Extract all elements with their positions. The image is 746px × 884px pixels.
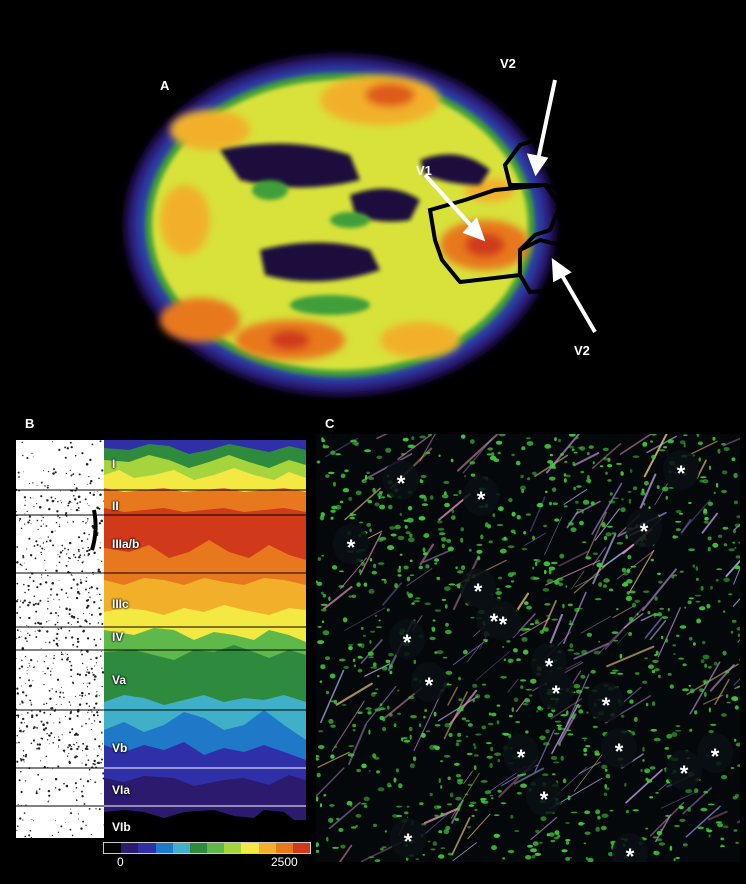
nissl-stained-cortex-image — [16, 440, 104, 838]
cell-asterisk: * — [346, 535, 356, 560]
cell-asterisk: * — [424, 673, 434, 698]
layer-label-VIa: VIa — [112, 783, 131, 797]
cell-asterisk: * — [473, 579, 483, 604]
cell-asterisk: * — [516, 745, 526, 770]
cell-asterisk: * — [625, 844, 635, 869]
colorbar-swatch — [207, 843, 225, 853]
layer-label-II: II — [112, 499, 119, 513]
layer-label-VIb: VIb — [112, 820, 131, 834]
panel-a-letter: A — [160, 78, 170, 93]
colorbar-swatch — [138, 843, 156, 853]
layer-label-I: I — [112, 457, 116, 471]
panel-c-letter: C — [325, 416, 335, 431]
cell-asterisk: * — [601, 693, 611, 718]
layer-label-IV: IV — [112, 630, 124, 644]
cell-asterisk: * — [614, 739, 624, 764]
panel-b-letter: B — [25, 416, 35, 431]
arrow-label-v2-bottom: V2 — [574, 343, 590, 358]
colorbar-max-label: 2500 — [271, 855, 298, 869]
layer-label-IIIa-b: IIIa/b — [112, 537, 140, 551]
cell-asterisk: * — [402, 630, 412, 655]
cell-asterisk: * — [544, 654, 554, 679]
cell-asterisk: * — [676, 461, 686, 486]
colorbar-swatch — [172, 843, 190, 853]
cell-asterisk: * — [539, 787, 549, 812]
cell-asterisk: * — [639, 519, 649, 544]
cell-asterisk: * — [489, 609, 499, 634]
layer-label-Vb: Vb — [112, 741, 128, 755]
colorbar-swatch — [258, 843, 276, 853]
arrow-label-v1: V1 — [416, 163, 432, 178]
cell-asterisk: * — [551, 681, 561, 706]
colorbar-swatch — [292, 843, 311, 853]
colorbar-swatch — [224, 843, 242, 853]
colorbar-min-label: 0 — [117, 855, 124, 869]
cell-asterisk: * — [403, 829, 413, 854]
density-colorbar — [103, 842, 311, 854]
fluorescence-micrograph — [316, 434, 740, 862]
colorbar-swatch — [104, 843, 122, 853]
cell-asterisk: * — [396, 471, 406, 496]
cell-asterisk: * — [498, 612, 508, 637]
colorbar-swatch — [155, 843, 173, 853]
cell-asterisk: * — [710, 744, 720, 769]
cell-asterisk: * — [476, 487, 486, 512]
colorbar-swatch — [275, 843, 293, 853]
cell-asterisk: * — [679, 761, 689, 786]
colorbar-swatch — [189, 843, 208, 853]
colorbar-swatch — [241, 843, 259, 853]
brain-pet-image — [125, 55, 597, 395]
receptor-density-map — [104, 440, 306, 838]
colorbar-swatch — [121, 843, 139, 853]
layer-label-IIIc: IIIc — [112, 597, 129, 611]
arrow-label-v2-top: V2 — [500, 56, 516, 71]
layer-label-Va: Va — [112, 673, 127, 687]
